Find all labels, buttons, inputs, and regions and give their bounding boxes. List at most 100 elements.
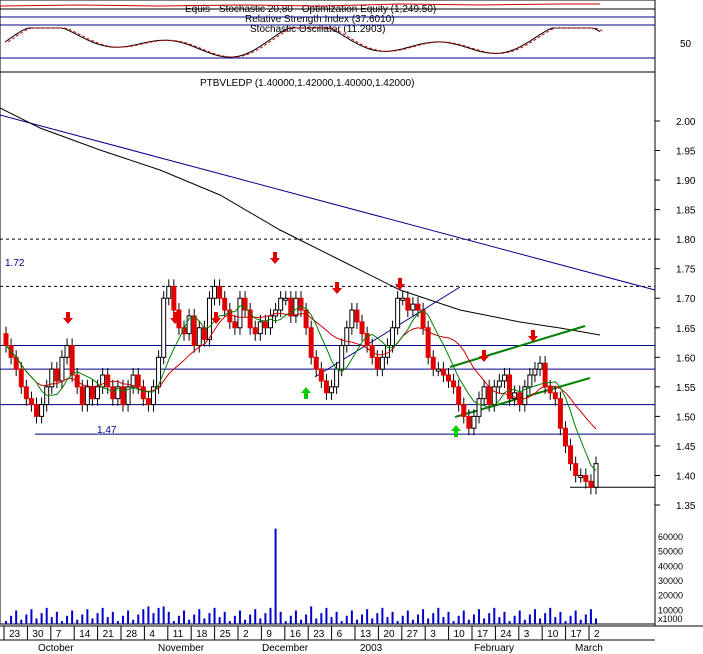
price-tick-label: 1.50 xyxy=(676,412,696,423)
candle-body xyxy=(593,463,599,488)
indicator-panel xyxy=(0,0,656,73)
candle-body xyxy=(135,374,141,388)
candle-body xyxy=(364,333,370,346)
candle-body xyxy=(557,398,563,429)
price-tick-label: 1.65 xyxy=(676,324,696,335)
candle-body xyxy=(323,380,329,394)
candle-body xyxy=(415,303,421,311)
support-label: 1,47 xyxy=(97,425,117,436)
sell-arrow xyxy=(211,312,221,324)
candle-body xyxy=(242,297,248,311)
candle-body xyxy=(293,297,299,317)
candle-body xyxy=(283,297,289,301)
candle-body xyxy=(166,285,172,299)
day-tick-label: 16 xyxy=(290,629,302,640)
candle-body xyxy=(69,344,75,376)
candle-body xyxy=(552,392,558,400)
sell-arrow xyxy=(270,252,280,264)
candle-body xyxy=(507,374,513,400)
candle-body xyxy=(303,309,309,329)
month-label: December xyxy=(262,643,309,654)
volume-tick-label: 40000 xyxy=(658,561,683,571)
candle-body xyxy=(252,327,258,335)
candle-body xyxy=(583,474,589,482)
day-tick-label: 14 xyxy=(79,629,91,640)
resistance-label: 1.72 xyxy=(5,258,25,269)
candle-body xyxy=(481,386,487,400)
candle-body xyxy=(588,480,594,488)
candle-body xyxy=(308,327,314,358)
candle-body xyxy=(318,368,324,382)
candle-body xyxy=(115,386,121,400)
candle-body xyxy=(359,321,365,335)
candle-body xyxy=(420,309,426,329)
candle-body xyxy=(39,404,45,417)
candle-body xyxy=(110,386,116,400)
candle-body xyxy=(196,327,202,346)
candle-body xyxy=(491,386,497,406)
candle-body xyxy=(461,404,467,417)
candle-body xyxy=(578,474,584,478)
day-tick-label: 21 xyxy=(103,629,115,640)
candle-body xyxy=(537,362,543,370)
stochastic-signal-line xyxy=(7,27,604,58)
price-tick-label: 1.75 xyxy=(676,265,696,276)
long-trend-line xyxy=(0,114,656,291)
sell-arrow xyxy=(170,312,180,324)
candle-body xyxy=(451,380,457,388)
day-tick-label: 7 xyxy=(56,629,62,640)
candle-body xyxy=(64,344,70,358)
candle-body xyxy=(257,321,263,335)
candle-body xyxy=(120,386,126,406)
candle-body xyxy=(84,386,90,406)
candle-body xyxy=(410,303,416,311)
candle-body xyxy=(522,386,528,406)
buy-arrow xyxy=(301,387,311,399)
price-tick-label: 1.35 xyxy=(676,501,696,512)
month-label: February xyxy=(474,643,514,654)
candle-body xyxy=(379,356,385,370)
candle-body xyxy=(191,315,197,346)
candle-body xyxy=(79,386,85,406)
candle-body xyxy=(54,368,60,382)
price-tick-label: 1.90 xyxy=(676,176,696,187)
candle-body xyxy=(400,297,406,301)
month-label: October xyxy=(38,643,74,654)
day-tick-label: 4 xyxy=(149,629,155,640)
day-tick-label: 10 xyxy=(454,629,466,640)
candle-body xyxy=(476,398,482,417)
candle-body xyxy=(34,404,40,417)
candle-body xyxy=(496,380,502,388)
candle-body xyxy=(186,315,192,335)
candle-body xyxy=(232,321,238,329)
day-tick-label: 2 xyxy=(594,629,600,640)
candle-body xyxy=(171,285,177,311)
equity-line xyxy=(0,3,600,7)
day-tick-label: 23 xyxy=(9,629,21,640)
day-tick-label: 17 xyxy=(571,629,583,640)
candle-body xyxy=(49,368,55,388)
candle-body xyxy=(145,398,151,406)
candle-body xyxy=(547,386,553,394)
day-tick-label: 24 xyxy=(500,629,512,640)
candle-body xyxy=(95,386,101,400)
candle-body xyxy=(262,321,268,329)
candle-body xyxy=(568,445,574,465)
stochastic-line xyxy=(4,27,601,58)
candle-body xyxy=(334,368,340,388)
day-tick-label: 20 xyxy=(383,629,395,640)
candle-body xyxy=(501,374,507,382)
candle-body xyxy=(532,368,538,376)
price-tick-label: 1.60 xyxy=(676,353,696,364)
stoch-legend: Stochastic Oscillator (11.2903) xyxy=(250,24,385,35)
candle-body xyxy=(486,386,492,406)
candle-body xyxy=(390,327,396,346)
day-tick-label: 3 xyxy=(524,629,530,640)
price-tick-label: 1.45 xyxy=(676,442,696,453)
candle-body xyxy=(3,333,9,346)
day-tick-label: 13 xyxy=(360,629,372,640)
candle-body xyxy=(222,297,228,311)
day-tick-label: 17 xyxy=(477,629,489,640)
candle-body xyxy=(435,368,441,372)
day-tick-label: 18 xyxy=(196,629,208,640)
